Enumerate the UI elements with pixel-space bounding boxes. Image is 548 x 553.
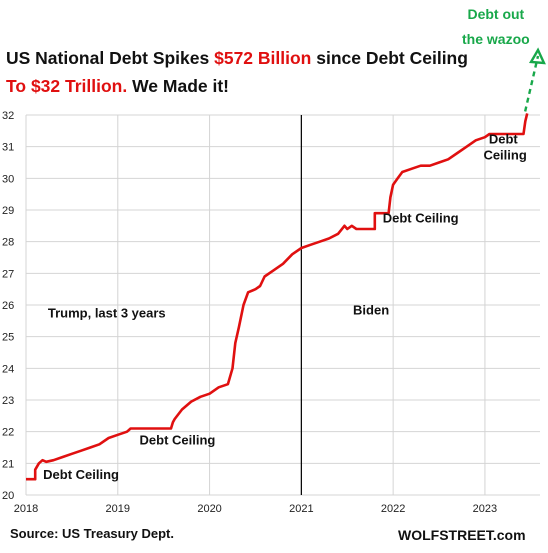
arrow-head [528,47,546,65]
chart-annotation: Trump, last 3 years [48,306,166,321]
y-tick-label: 32 [2,110,14,122]
y-tick-label: 26 [2,300,14,312]
chart-annotation: Debt Ceiling [383,211,459,226]
title-highlight-amount: $572 Billion [214,48,312,68]
chart-title-line-1: US National Debt Spikes $572 Billion sin… [6,48,468,69]
y-tick-label: 31 [2,142,14,154]
title-part-2: since Debt Ceiling [311,48,468,68]
y-tick-label: 27 [2,268,14,280]
y-tick-label: 29 [2,205,14,217]
x-tick-label: 2018 [14,503,38,515]
note-line-1: Debt out [467,6,525,22]
brand-logo-text: WOLFSTREET.com [398,527,526,543]
debt-series-line [26,113,529,481]
source-note: Source: US Treasury Dept. [10,526,174,541]
chart-annotation: Debt [489,132,519,147]
y-tick-label: 21 [2,458,14,470]
debt-out-note: Debt out the wazoo [462,2,530,52]
title-part-1: US National Debt Spikes [6,48,215,68]
chart-annotation: Debt Ceiling [140,432,216,447]
x-tick-label: 2019 [106,503,130,515]
x-tick-label: 2023 [473,503,497,515]
chart-annotation: Ceiling [483,147,526,162]
y-tick-label: 28 [2,237,14,249]
chart-annotation: Debt Ceiling [43,467,119,482]
x-tick-label: 2022 [381,503,405,515]
y-tick-label: 30 [2,173,14,185]
x-tick-label: 2021 [289,503,313,515]
y-tick-label: 22 [2,427,14,439]
y-tick-label: 25 [2,332,14,344]
y-tick-label: 23 [2,395,14,407]
arrow-shaft [523,55,540,112]
note-line-2: the wazoo [462,31,530,47]
y-tick-label: 20 [2,490,14,502]
title-part-3: We Made it! [127,76,230,96]
chart-annotation: Biden [353,303,389,318]
title-highlight-total: To $32 Trillion. [6,76,128,96]
y-tick-label: 24 [2,363,14,375]
x-tick-label: 2020 [197,503,221,515]
chart-title-line-2: To $32 Trillion. We Made it! [6,76,229,97]
